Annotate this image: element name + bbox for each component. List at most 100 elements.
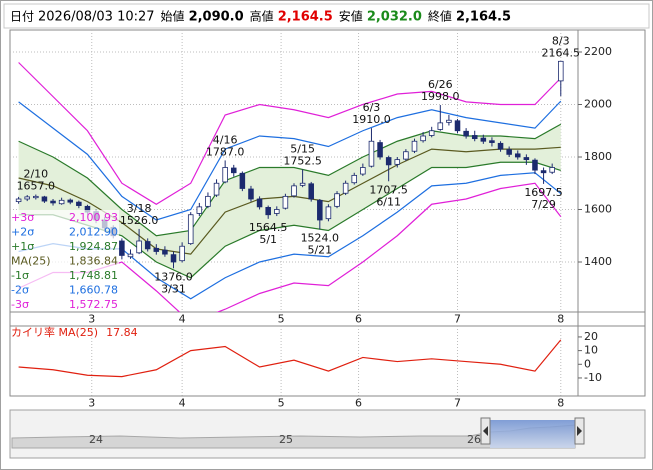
handle-arrow: [483, 426, 488, 436]
band-line: [18, 100, 562, 221]
annotation-date: 3/18: [127, 202, 152, 215]
candle-body: [291, 185, 297, 197]
legend-name: MA(25): [11, 255, 51, 268]
legend-value: 1,748.81: [69, 269, 118, 282]
x-tick-label: 8: [557, 313, 564, 326]
y-tick-label: 0: [584, 357, 591, 370]
y-tick-label: 20: [584, 330, 598, 343]
annotation-date: 5/15: [290, 142, 315, 155]
candle-body: [351, 174, 358, 184]
x-tick-label: 6: [355, 313, 362, 326]
candle-body: [454, 120, 461, 132]
x-tick-label: 4: [179, 397, 186, 410]
x-tick-label: 5: [278, 313, 285, 326]
candle-body: [205, 195, 211, 207]
candle-body: [463, 130, 469, 137]
annotation-value: 1376.0: [154, 270, 193, 283]
candle-body: [265, 206, 271, 216]
navigator[interactable]: 24 25 26: [9, 409, 646, 459]
annotation-date: 3/31: [161, 282, 186, 295]
candle-body: [514, 153, 521, 158]
annotation-date: 4/16: [213, 133, 238, 146]
candle-body: [162, 249, 168, 255]
candle-body: [50, 200, 56, 204]
annotation-value: 2164.5: [542, 46, 581, 59]
candle-body: [342, 182, 349, 194]
x-tick-label: 3: [88, 313, 95, 326]
header-value: 2026/08/03 10:27: [38, 10, 155, 25]
candle-body: [196, 206, 203, 214]
candle-body: [153, 247, 160, 252]
candle-body: [230, 167, 237, 174]
candle-body: [420, 135, 426, 142]
candle-body: [334, 193, 340, 207]
candle-body: [360, 167, 366, 175]
candle-body: [489, 140, 495, 143]
candle-body: [213, 182, 220, 196]
header-value: 2,164.5: [278, 10, 333, 25]
legend-value: 1,572.75: [69, 298, 118, 311]
header-label: 安値: [339, 9, 363, 24]
x-tick-label: 7: [454, 313, 461, 326]
candle-body: [127, 253, 134, 258]
candle-body: [394, 159, 401, 165]
x-tick-label: 7: [454, 397, 461, 410]
legend-value: 1,836.84: [69, 255, 118, 268]
band-line: [18, 62, 562, 205]
candle-body: [239, 172, 246, 189]
candle-body: [15, 198, 22, 203]
y-tick-label: -10: [584, 371, 602, 384]
annotation-date: 5/21: [307, 243, 332, 256]
candle-body: [471, 135, 478, 140]
header-value: 2,164.5: [456, 10, 511, 25]
navigator-window[interactable]: [490, 420, 575, 448]
annotation-value: 1707.5: [369, 183, 408, 196]
header-value: 2,032.0: [367, 10, 422, 25]
candle-body: [179, 245, 185, 262]
annotation-value: 1524.0: [301, 231, 340, 244]
header: 日付 2026/08/03 10:27 始値 2,090.0 高値 2,164.5 安値 2,…: [10, 9, 511, 25]
annotation-value: 1697.5: [524, 186, 563, 199]
candle-body: [282, 195, 289, 209]
header-label: 始値: [161, 9, 185, 24]
candle-body: [325, 206, 332, 220]
annotation-date: 6/26: [428, 78, 453, 91]
candle-body: [532, 159, 538, 171]
series-last-value: 17.84: [106, 326, 138, 339]
annotation-date: 5/1: [259, 233, 277, 246]
annotation-value: 1564.5: [249, 221, 288, 234]
candle-body: [76, 201, 82, 206]
annotation-date: 6/3: [363, 101, 381, 114]
candle-body: [411, 140, 418, 152]
header-label: 終値: [428, 9, 452, 24]
legend-name: +1σ: [11, 240, 34, 253]
candle-body: [428, 130, 435, 136]
header-label: 日付: [10, 10, 34, 24]
navigator-label: 24: [89, 433, 103, 446]
candle-body: [403, 151, 409, 160]
candle-body: [377, 142, 383, 158]
candle-body: [437, 122, 444, 130]
candle-body: [24, 196, 30, 200]
candle-body: [248, 188, 254, 200]
x-tick-label: 4: [179, 313, 186, 326]
annotation-value: 1998.0: [421, 90, 460, 103]
sub-plot: [18, 326, 562, 396]
candle-body: [446, 119, 452, 123]
main-overlay: 1657.02/10 1526.03/18 1376.03/31 1787.04/16…: [11, 34, 580, 311]
header-label: 高値: [250, 9, 274, 24]
candle-body: [317, 199, 323, 221]
candle-body: [144, 241, 151, 250]
candle-body: [67, 199, 74, 203]
candle-body: [119, 240, 125, 256]
candle-body: [170, 254, 177, 263]
y-tick-label: 1800: [584, 150, 612, 163]
y-tick-label: 1600: [584, 202, 612, 215]
band-line: [18, 123, 562, 237]
candle-body: [506, 149, 512, 155]
candle-body: [523, 157, 530, 161]
annotation-value: 1787.0: [206, 145, 245, 158]
legend-value: 1,660.78: [69, 284, 118, 297]
legend-name: +3σ: [11, 211, 34, 224]
